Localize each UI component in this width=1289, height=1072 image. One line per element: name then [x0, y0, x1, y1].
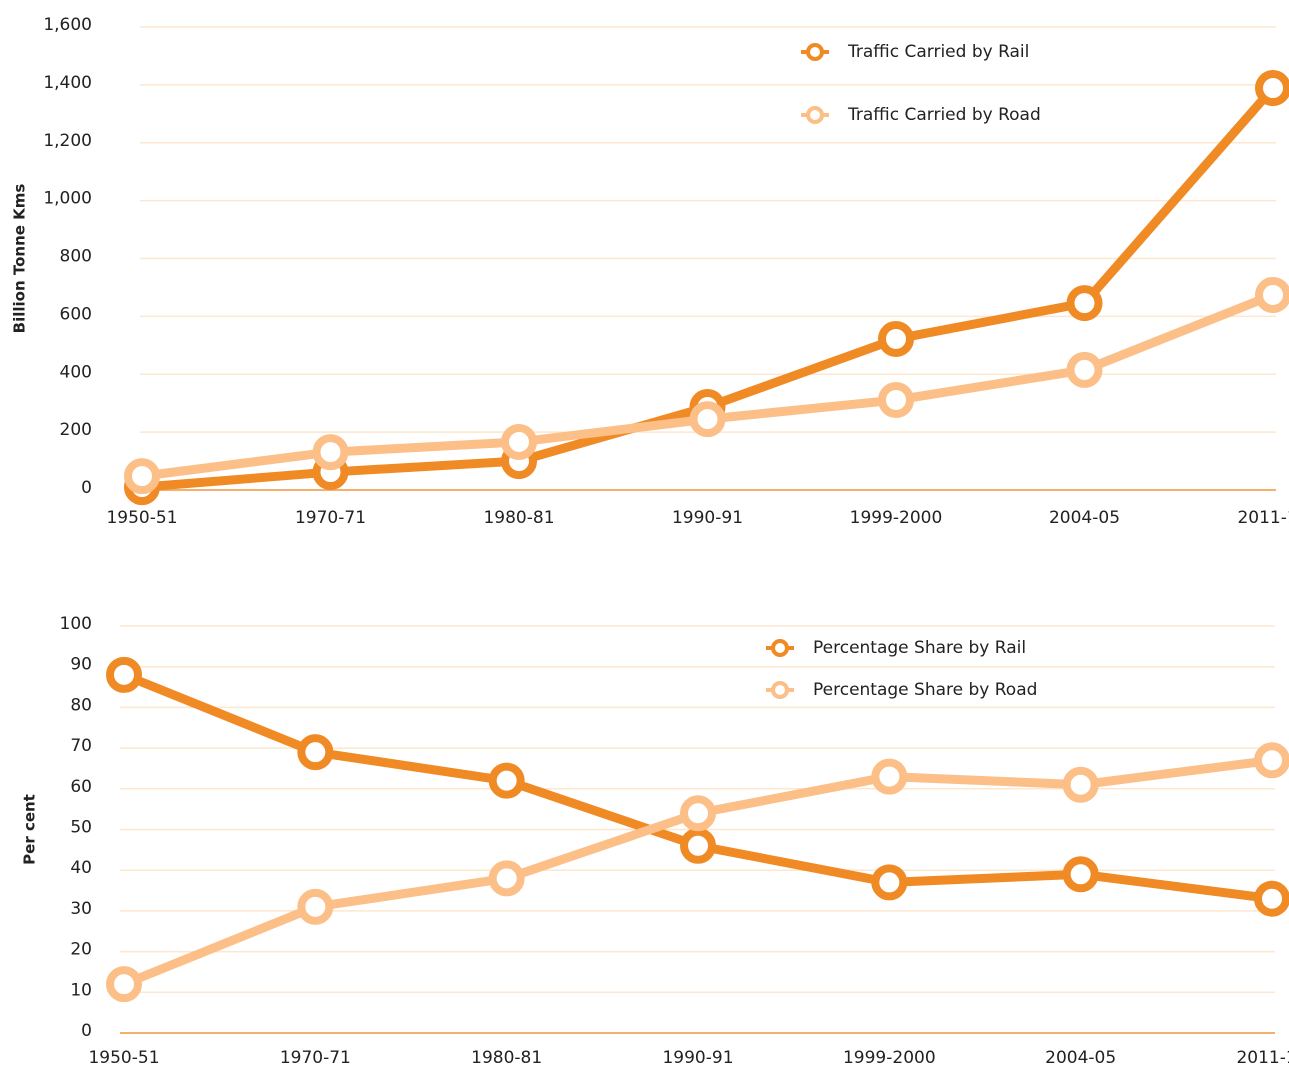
legend-swatch: [771, 639, 789, 657]
series-line: [141, 290, 1275, 481]
data-point: [878, 320, 914, 357]
data-point: [871, 864, 908, 901]
y-tick-label: 1,000: [43, 189, 92, 209]
data-point: [1255, 70, 1289, 107]
data-point: [297, 888, 334, 925]
x-tick-label: 1980-81: [471, 1048, 542, 1068]
data-point: [680, 827, 716, 864]
x-tick-label: 1999-2000: [850, 508, 943, 528]
y-tick-label: 400: [60, 362, 92, 382]
data-point: [680, 795, 716, 832]
data-point: [1062, 766, 1099, 803]
y-tick-label: 60: [70, 777, 92, 797]
data-point: [106, 656, 142, 693]
legend-swatch: [806, 106, 824, 124]
y-tick-label: 100: [60, 614, 92, 634]
data-point: [501, 423, 537, 460]
y-tick-label: 1,200: [43, 131, 92, 151]
y-tick-label: 800: [60, 247, 92, 267]
data-point: [1255, 276, 1289, 313]
y-tick-label: 90: [70, 655, 92, 675]
y-tick-label: 200: [60, 420, 92, 440]
x-tick-label: 1970-71: [295, 508, 366, 528]
x-tick-label: 1999-2000: [843, 1048, 936, 1068]
x-tick-label: 1950-51: [88, 1048, 159, 1068]
y-tick-label: 1,400: [43, 73, 92, 93]
legend-swatch: [806, 43, 824, 61]
legend-label: Percentage Share by Road: [813, 680, 1037, 700]
data-point: [1062, 856, 1099, 893]
y-axis-label: Per cent: [21, 794, 39, 865]
x-tick-label: 2004-05: [1049, 508, 1120, 528]
y-tick-label: 30: [70, 899, 92, 919]
data-point: [1254, 742, 1289, 779]
legend-label: Traffic Carried by Rail: [847, 42, 1029, 62]
x-tick-label: 1990-91: [662, 1048, 733, 1068]
x-tick-label: 2011-12: [1237, 508, 1289, 528]
y-tick-label: 40: [70, 858, 92, 878]
x-tick-label: 1980-81: [483, 508, 554, 528]
y-tick-label: 1,600: [43, 15, 92, 35]
data-point: [878, 382, 914, 419]
data-point: [312, 434, 349, 471]
data-point: [124, 458, 160, 495]
data-point: [106, 966, 142, 1003]
y-tick-label: 80: [70, 695, 92, 715]
x-tick-label: 2011-12: [1236, 1048, 1289, 1068]
data-point: [1254, 880, 1289, 917]
legend-label: Percentage Share by Rail: [813, 638, 1026, 658]
data-point: [689, 401, 726, 438]
data-point: [488, 860, 525, 897]
y-tick-label: 0: [81, 1021, 92, 1041]
y-tick-label: 0: [81, 478, 92, 498]
legend-swatch: [771, 681, 789, 699]
y-tick-label: 50: [70, 818, 92, 838]
x-tick-label: 2004-05: [1045, 1048, 1116, 1068]
x-tick-label: 1950-51: [106, 508, 177, 528]
x-tick-label: 1970-71: [280, 1048, 351, 1068]
y-axis-label: Billion Tonne Kms: [11, 184, 29, 334]
y-tick-label: 600: [60, 304, 92, 324]
legend-label: Traffic Carried by Road: [847, 105, 1041, 125]
y-tick-label: 10: [70, 980, 92, 1000]
data-point: [488, 762, 525, 799]
data-point: [297, 734, 334, 771]
y-tick-label: 70: [70, 736, 92, 756]
y-tick-label: 20: [70, 940, 92, 960]
x-tick-label: 1990-91: [672, 508, 743, 528]
data-point: [1066, 285, 1103, 322]
data-point: [871, 758, 908, 795]
data-point: [1066, 351, 1103, 388]
